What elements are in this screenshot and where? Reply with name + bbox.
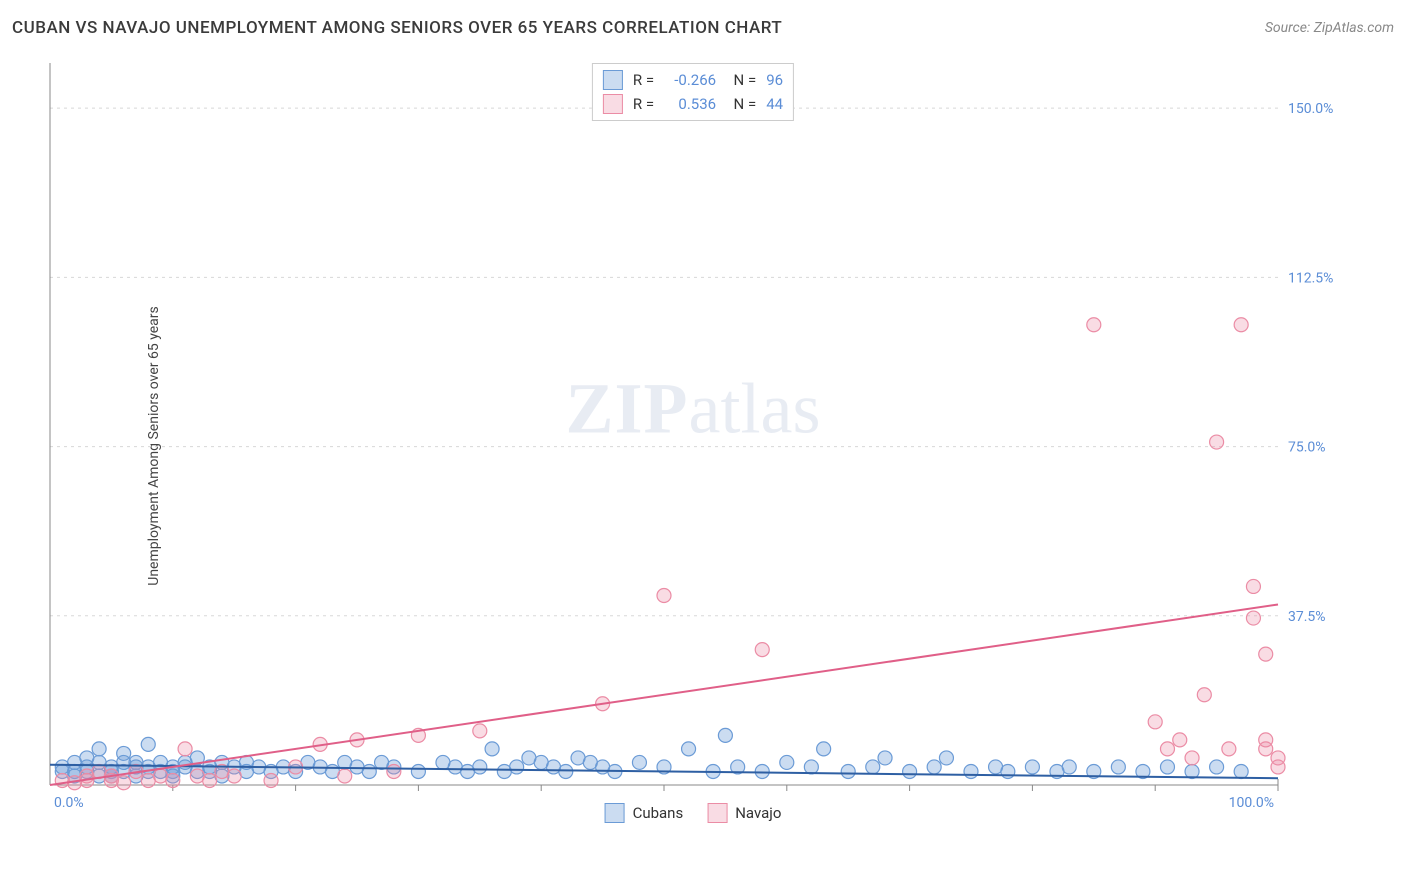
chart-title: CUBAN VS NAVAJO UNEMPLOYMENT AMONG SENIO… [12, 18, 782, 38]
y-tick-label: 112.5% [1288, 270, 1333, 286]
stat-r-label: R = [633, 71, 654, 89]
stat-n-value: 96 [766, 71, 783, 89]
x-tick-label: 0.0% [54, 795, 84, 811]
y-tick-label: 75.0% [1288, 440, 1326, 456]
stats-row: R = 0.536 N = 44 [603, 92, 783, 116]
data-point [1160, 742, 1174, 756]
data-point [903, 764, 917, 778]
data-point [117, 776, 131, 790]
data-point [387, 764, 401, 778]
legend-label: Navajo [735, 804, 781, 822]
stat-n-label: N = [726, 95, 756, 113]
trend-line [50, 605, 1278, 786]
data-point [927, 760, 941, 774]
data-point [166, 773, 180, 787]
data-point [559, 764, 573, 778]
y-tick-label: 37.5% [1288, 609, 1326, 625]
data-point [1222, 742, 1236, 756]
data-point [411, 764, 425, 778]
data-point [755, 764, 769, 778]
x-tick-label: 100.0% [1229, 795, 1274, 811]
data-point [878, 751, 892, 765]
data-point [780, 755, 794, 769]
data-point [227, 769, 241, 783]
chart-area: 37.5%75.0%112.5%150.0%0.0%100.0% ZIPatla… [48, 55, 1338, 825]
data-point [1111, 760, 1125, 774]
stat-r-label: R = [633, 95, 654, 113]
stat-r-value: 0.536 [664, 95, 716, 113]
data-point [1173, 733, 1187, 747]
data-point [55, 773, 69, 787]
data-point [485, 742, 499, 756]
legend-item: Cubans [605, 803, 684, 823]
data-point [92, 742, 106, 756]
data-point [1025, 760, 1039, 774]
data-point [1259, 742, 1273, 756]
data-point [338, 769, 352, 783]
legend-swatch [605, 803, 625, 823]
data-point [473, 760, 487, 774]
data-point [1246, 611, 1260, 625]
data-point [1271, 760, 1285, 774]
legend-swatch [707, 803, 727, 823]
stats-row: R = -0.266 N = 96 [603, 68, 783, 92]
data-point [964, 764, 978, 778]
legend-label: Cubans [633, 804, 684, 822]
data-point [203, 773, 217, 787]
data-point [141, 737, 155, 751]
data-point [1062, 760, 1076, 774]
data-point [657, 588, 671, 602]
data-point [718, 728, 732, 742]
data-point [1160, 760, 1174, 774]
data-point [362, 764, 376, 778]
stats-legend: R = -0.266 N = 96R = 0.536 N = 44 [592, 63, 794, 121]
data-point [1001, 764, 1015, 778]
stat-r-value: -0.266 [664, 71, 716, 89]
legend-swatch [603, 70, 623, 90]
data-point [264, 773, 278, 787]
data-point [755, 643, 769, 657]
data-point [939, 751, 953, 765]
data-point [632, 755, 646, 769]
data-point [1246, 579, 1260, 593]
data-point [682, 742, 696, 756]
data-point [1259, 647, 1273, 661]
data-point [804, 760, 818, 774]
legend-item: Navajo [707, 803, 781, 823]
data-point [817, 742, 831, 756]
header: CUBAN VS NAVAJO UNEMPLOYMENT AMONG SENIO… [12, 18, 1394, 38]
scatter-plot: 37.5% 75.0% 112.5% 150.0% 0.0% 100.0% [48, 55, 1338, 825]
data-point [1210, 760, 1224, 774]
data-point [117, 746, 131, 760]
data-point [1197, 688, 1211, 702]
y-tick-label: 150.0% [1288, 101, 1333, 117]
data-point [1148, 715, 1162, 729]
data-point [473, 724, 487, 738]
stat-n-value: 44 [766, 95, 783, 113]
data-point [1234, 764, 1248, 778]
data-point [866, 760, 880, 774]
data-point [1234, 318, 1248, 332]
data-point [841, 764, 855, 778]
data-point [1087, 318, 1101, 332]
series-legend: Cubans Navajo [605, 803, 782, 823]
source-attribution: Source: ZipAtlas.com [1265, 20, 1394, 36]
data-point [178, 742, 192, 756]
data-point [1210, 435, 1224, 449]
data-point [1185, 751, 1199, 765]
data-point [510, 760, 524, 774]
stat-n-label: N = [726, 71, 756, 89]
legend-swatch [603, 94, 623, 114]
